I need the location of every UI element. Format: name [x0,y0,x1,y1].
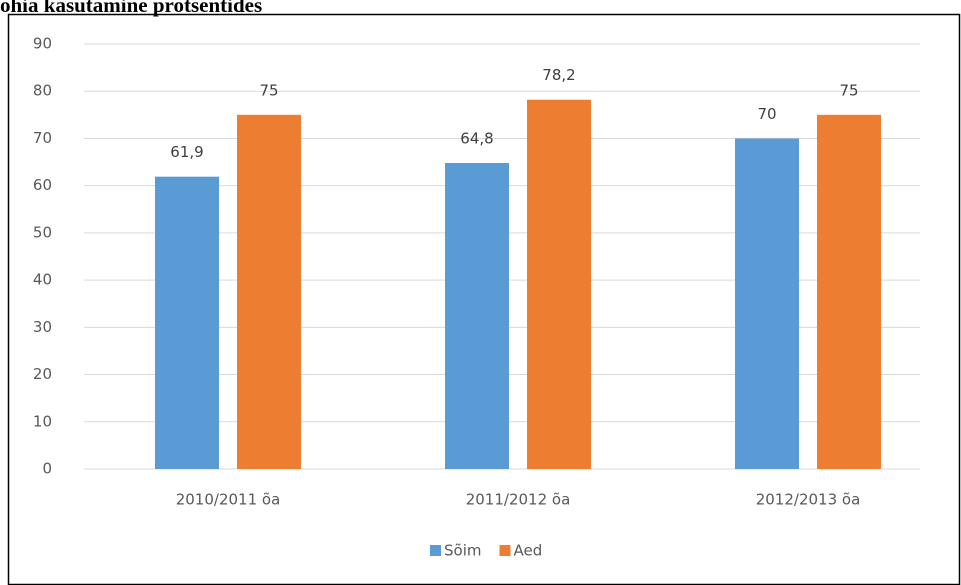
legend-swatch [430,545,441,556]
y-tick-label: 90 [33,35,52,53]
x-tick-label: 2010/2011 õa [176,491,281,509]
y-tick-label: 70 [33,129,52,147]
bar [445,163,509,469]
bar [817,114,881,469]
x-tick-label: 2012/2013 õa [756,491,861,509]
y-tick-label: 50 [33,223,52,241]
chart-title: ohia kasutamine protsentides [0,0,262,17]
data-label: 70 [757,105,776,123]
legend-label: Aed [513,542,542,560]
data-label: 75 [259,81,278,99]
y-tick-label: 80 [33,82,52,100]
x-tick-label: 2011/2012 õa [466,491,571,509]
data-label: 78,2 [542,66,575,84]
y-tick-label: 60 [33,176,52,194]
data-label: 64,8 [460,130,493,148]
y-tick-label: 30 [33,318,52,336]
data-label: 75 [839,81,858,99]
bar [155,176,219,469]
legend-label: Sõim [444,542,481,560]
bar [237,114,301,469]
y-tick-label: 40 [33,271,52,289]
bar [527,99,591,469]
legend-swatch [499,545,511,556]
data-label: 61,9 [170,143,203,161]
y-tick-label: 10 [33,412,52,430]
y-tick-label: 20 [33,365,52,383]
y-tick-label: 0 [42,460,52,478]
bar [735,138,799,469]
